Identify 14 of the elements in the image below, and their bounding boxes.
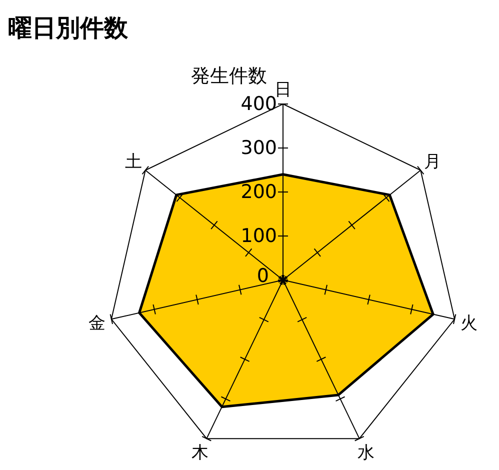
y-tick-label: 300 bbox=[240, 137, 277, 159]
spoke-label: 水 bbox=[357, 443, 374, 464]
text: 発生件数 bbox=[191, 65, 267, 87]
chart-title: 曜日別件数 bbox=[8, 14, 129, 42]
spoke-label: 土 bbox=[125, 152, 142, 172]
spoke-label: 金 bbox=[88, 314, 106, 334]
spoke-label: 日 bbox=[274, 80, 292, 100]
spoke-label: 月 bbox=[424, 152, 441, 172]
y-tick-label: 0 bbox=[256, 265, 269, 287]
spoke-label: 木 bbox=[192, 443, 209, 464]
spoke-label: 火 bbox=[460, 314, 478, 334]
y-tick-label: 100 bbox=[240, 225, 277, 247]
y-tick-label: 200 bbox=[240, 181, 277, 203]
y-tick-label: 400 bbox=[240, 93, 277, 115]
